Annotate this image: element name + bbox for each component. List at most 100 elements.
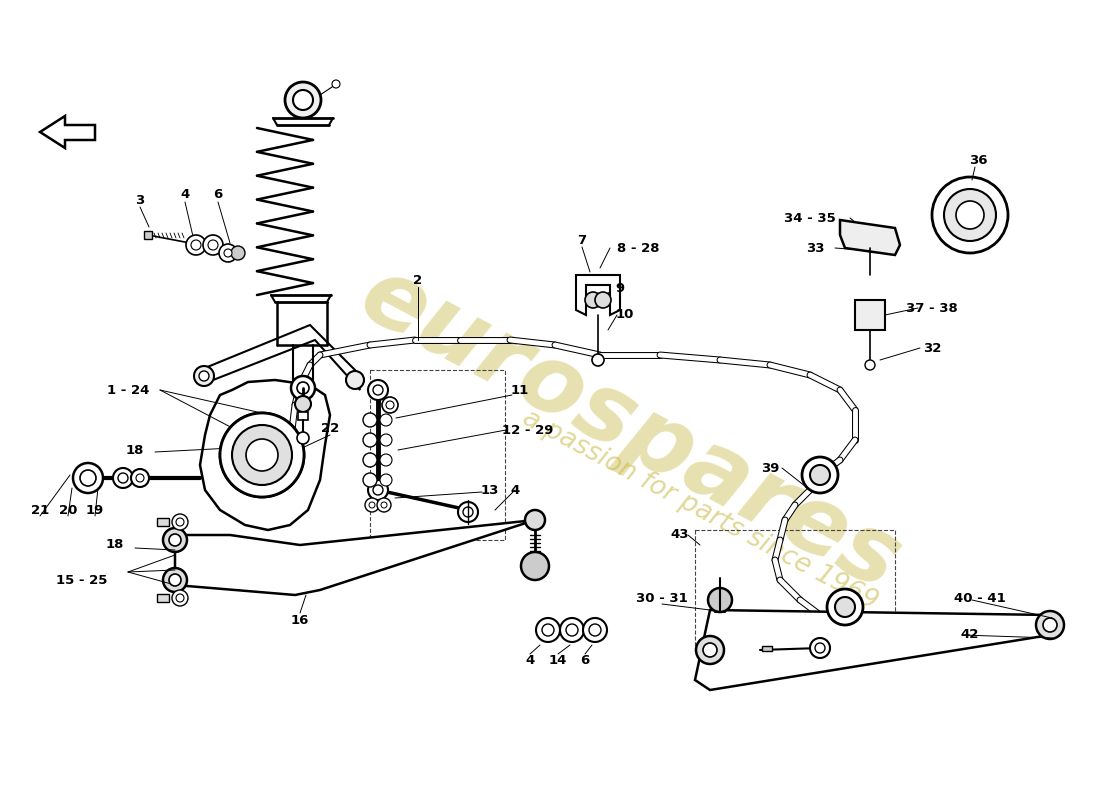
Circle shape <box>199 371 209 381</box>
Circle shape <box>80 470 96 486</box>
Text: 6: 6 <box>213 189 222 202</box>
Text: eurospares: eurospares <box>344 249 915 611</box>
Circle shape <box>244 437 280 473</box>
Circle shape <box>386 401 394 409</box>
Circle shape <box>703 643 717 657</box>
Text: 12 - 29: 12 - 29 <box>503 423 553 437</box>
Circle shape <box>363 413 377 427</box>
Circle shape <box>525 510 544 530</box>
Circle shape <box>379 454 392 466</box>
Circle shape <box>230 423 294 487</box>
Circle shape <box>373 485 383 495</box>
Circle shape <box>176 594 184 602</box>
Text: 36: 36 <box>969 154 988 166</box>
Text: 8 - 28: 8 - 28 <box>617 242 659 254</box>
Bar <box>695 530 895 650</box>
Circle shape <box>224 249 232 257</box>
Text: 22: 22 <box>321 422 339 434</box>
Circle shape <box>463 507 473 517</box>
Text: 10: 10 <box>616 309 635 322</box>
Bar <box>370 370 505 540</box>
Circle shape <box>595 292 610 308</box>
Bar <box>157 518 169 526</box>
Text: 34 - 35: 34 - 35 <box>784 211 836 225</box>
Circle shape <box>194 366 214 386</box>
Text: 3: 3 <box>135 194 144 206</box>
Circle shape <box>379 414 392 426</box>
Circle shape <box>169 534 182 546</box>
Text: 4: 4 <box>180 189 189 202</box>
Circle shape <box>285 82 321 118</box>
Circle shape <box>295 396 311 412</box>
Circle shape <box>521 552 549 580</box>
Circle shape <box>458 502 478 522</box>
Circle shape <box>208 240 218 250</box>
Text: 9: 9 <box>615 282 625 294</box>
Bar <box>144 231 152 239</box>
Polygon shape <box>695 610 1050 690</box>
Text: 4: 4 <box>526 654 535 666</box>
Circle shape <box>172 590 188 606</box>
Circle shape <box>381 502 387 508</box>
Circle shape <box>163 528 187 552</box>
Circle shape <box>708 588 732 612</box>
Text: 11: 11 <box>510 383 529 397</box>
Polygon shape <box>200 325 360 390</box>
Circle shape <box>810 465 830 485</box>
Circle shape <box>131 469 149 487</box>
Circle shape <box>560 618 584 642</box>
Circle shape <box>585 292 601 308</box>
Circle shape <box>136 474 144 482</box>
Circle shape <box>204 235 223 255</box>
Text: 7: 7 <box>578 234 586 246</box>
Bar <box>157 594 169 602</box>
Circle shape <box>113 468 133 488</box>
Circle shape <box>363 473 377 487</box>
Text: 21: 21 <box>31 503 50 517</box>
Polygon shape <box>175 520 535 595</box>
Text: 33: 33 <box>805 242 824 254</box>
Text: 20: 20 <box>58 503 77 517</box>
Text: 2: 2 <box>414 274 422 286</box>
Circle shape <box>1043 618 1057 632</box>
Circle shape <box>810 638 830 658</box>
Text: 6: 6 <box>581 654 590 666</box>
Circle shape <box>944 189 996 241</box>
Polygon shape <box>840 220 900 255</box>
Text: a passion for parts since 1969: a passion for parts since 1969 <box>518 405 882 615</box>
Circle shape <box>377 498 390 512</box>
Circle shape <box>827 589 864 625</box>
Circle shape <box>363 453 377 467</box>
Circle shape <box>365 498 380 512</box>
Circle shape <box>297 432 309 444</box>
Circle shape <box>696 636 724 664</box>
Circle shape <box>368 502 375 508</box>
Circle shape <box>865 360 874 370</box>
Circle shape <box>835 597 855 617</box>
Circle shape <box>379 474 392 486</box>
Circle shape <box>542 624 554 636</box>
Circle shape <box>332 80 340 88</box>
Circle shape <box>220 413 304 497</box>
Circle shape <box>220 413 304 497</box>
Circle shape <box>292 376 315 400</box>
Circle shape <box>815 643 825 653</box>
Circle shape <box>932 177 1008 253</box>
Circle shape <box>73 463 103 493</box>
Circle shape <box>297 382 309 394</box>
Circle shape <box>293 90 314 110</box>
Circle shape <box>346 371 364 389</box>
Circle shape <box>191 240 201 250</box>
Text: 18: 18 <box>125 443 144 457</box>
Text: 14: 14 <box>549 654 568 666</box>
Circle shape <box>382 397 398 413</box>
Circle shape <box>186 235 206 255</box>
Text: 19: 19 <box>86 503 104 517</box>
Circle shape <box>802 457 838 493</box>
Circle shape <box>368 480 388 500</box>
Circle shape <box>246 439 278 471</box>
Circle shape <box>169 574 182 586</box>
Text: 40 - 41: 40 - 41 <box>954 591 1005 605</box>
Circle shape <box>219 244 236 262</box>
Circle shape <box>592 354 604 366</box>
